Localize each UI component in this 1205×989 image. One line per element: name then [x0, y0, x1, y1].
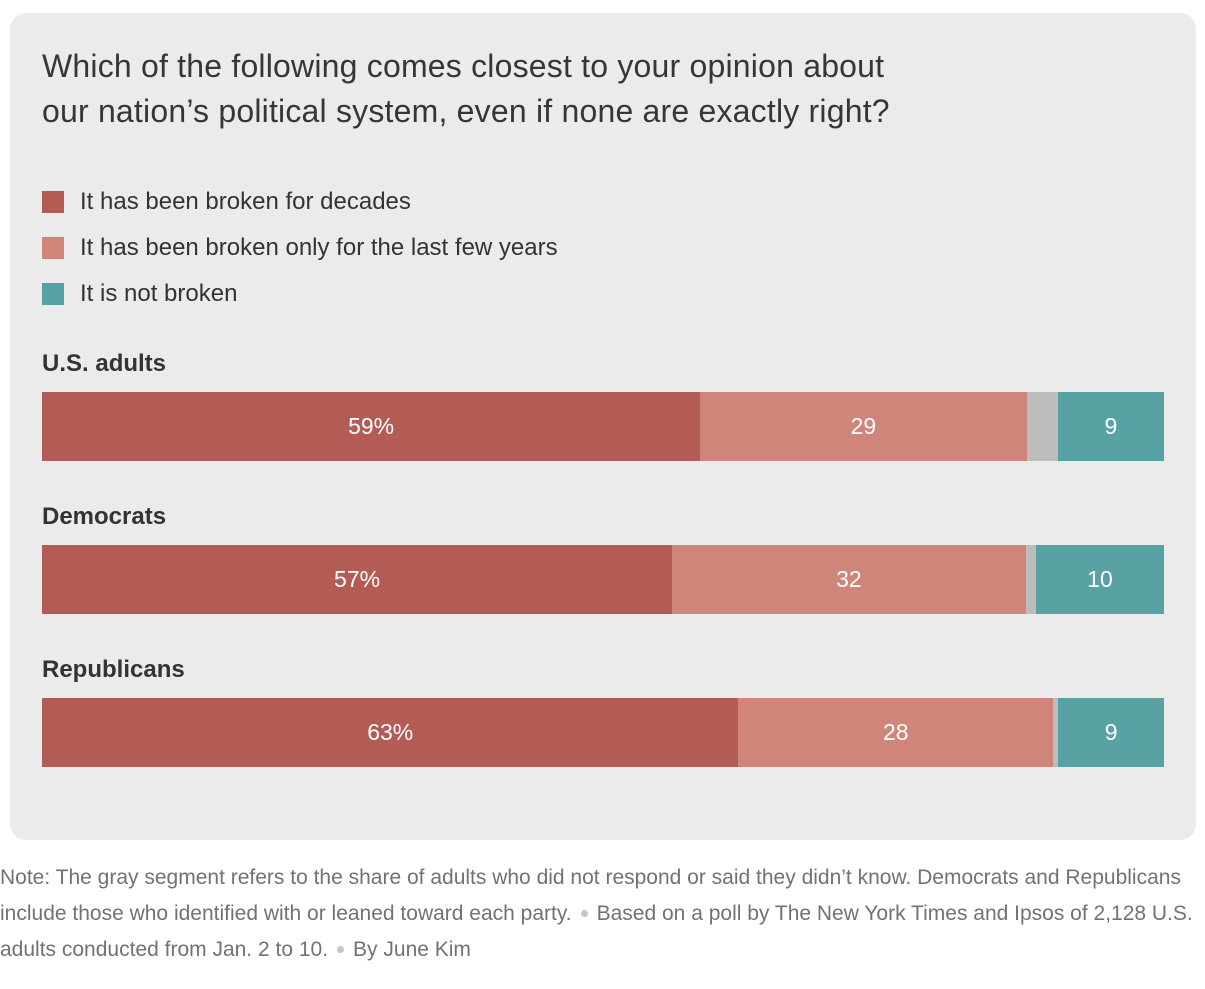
stacked-bar: 59% 29 9 [42, 391, 1164, 461]
bar-group: U.S. adults 59% 29 9 [42, 350, 1164, 461]
bar-value-label: 9 [1104, 718, 1118, 745]
bar-segment-1: 32 [672, 544, 1026, 614]
bar-value-label: 10 [1087, 565, 1113, 592]
byline: By June Kim [353, 937, 471, 961]
legend-label: It has been broken for decades [80, 187, 411, 215]
bar-segment-2 [1025, 544, 1036, 614]
bar-segment-1: 28 [738, 697, 1054, 767]
bar-value-label: 28 [882, 718, 909, 745]
bar-value-label: 59% [348, 412, 395, 439]
bar-value-label: 63% [367, 718, 414, 745]
stacked-bar: 57% 32 10 [42, 544, 1164, 614]
legend-item-broken-few-years: It has been broken only for the last few… [42, 233, 1164, 261]
stacked-bar: 63% 28 9 [42, 697, 1164, 767]
bar-value-label: 32 [836, 565, 862, 592]
bar-segment-3: 9 [1057, 391, 1164, 461]
bar-segment-0: 57% [42, 544, 673, 614]
legend-label: It is not broken [80, 279, 238, 307]
legend-swatch-not-broken [42, 282, 64, 305]
legend-item-broken-decades: It has been broken for decades [42, 187, 1164, 215]
bar-segment-3: 9 [1058, 697, 1164, 767]
chart-card: Which of the following comes closest to … [10, 13, 1196, 840]
note-text: Note: The gray segment refers to the sha… [0, 865, 1181, 925]
bar-value-label: 57% [334, 565, 381, 592]
legend-swatch-broken-decades [42, 190, 64, 213]
source-note: Note: The gray segment refers to the sha… [0, 860, 1205, 968]
legend-label: It has been broken only for the last few… [80, 233, 558, 261]
bar-segment-2 [1026, 391, 1058, 461]
bullet-separator-icon [337, 945, 345, 953]
bar-chart: U.S. adults 59% 29 9 Democrats 57% 32 10 Republi… [42, 350, 1164, 767]
bar-group-label: U.S. adults [42, 349, 167, 377]
bar-segment-0: 63% [42, 697, 739, 767]
legend-item-not-broken: It is not broken [42, 279, 1164, 307]
bar-group: Democrats 57% 32 10 [42, 503, 1164, 614]
bar-group-label: Democrats [42, 502, 167, 530]
bar-value-label: 9 [1104, 412, 1118, 439]
bar-segment-2 [1053, 697, 1059, 767]
bar-value-label: 29 [850, 412, 877, 439]
bar-segment-1: 29 [700, 391, 1027, 461]
bar-segment-3: 10 [1035, 544, 1164, 614]
legend-swatch-broken-few-years [42, 236, 64, 259]
bullet-separator-icon [580, 909, 588, 917]
legend: It has been broken for decades It has be… [42, 187, 1164, 307]
chart-title: Which of the following comes closest to … [42, 48, 890, 130]
bar-segment-0: 59% [42, 391, 701, 461]
bar-group-label: Republicans [42, 655, 185, 683]
note-poll-text: Based on a poll by The New York Times an… [0, 901, 1193, 961]
bar-group: Republicans 63% 28 9 [42, 656, 1164, 767]
